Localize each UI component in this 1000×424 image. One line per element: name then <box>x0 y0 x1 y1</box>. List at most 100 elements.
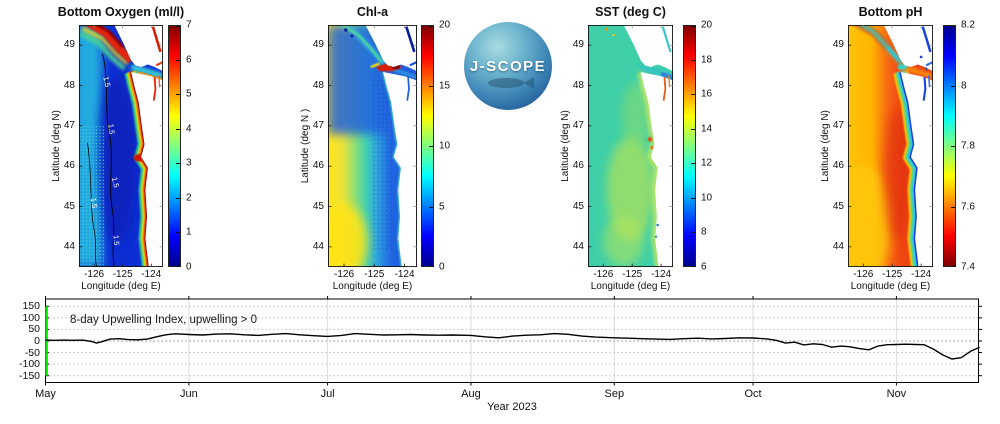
lat-tick-label: 49 <box>572 39 584 51</box>
colorbar-tick-label: 7.8 <box>961 140 975 152</box>
fish-silhouette-icon <box>487 76 534 89</box>
colorbar-tick-label: 8 <box>961 80 967 91</box>
map-plot-bottom-oxygen: 1.5 1.5 1.5 1.5 1.5 <box>73 18 164 268</box>
colorbar-tick-label: 0 <box>439 261 445 273</box>
colorbar-tick <box>429 206 433 208</box>
lat-tick-label: 47 <box>572 119 584 131</box>
colorbar-tick-label: 10 <box>701 192 713 204</box>
lat-tick-label: 45 <box>63 200 75 212</box>
colorbar-tick-label: 5 <box>439 201 445 212</box>
colorbar-tick <box>176 94 180 96</box>
y-axis-label: Latitude (deg N) <box>51 110 62 182</box>
contour-label: 1.5 <box>106 123 116 134</box>
map-raster <box>317 18 418 281</box>
colorbar-tick <box>429 25 433 27</box>
contour-label: 1.5 <box>89 197 99 209</box>
colorbar-sst <box>683 25 696 267</box>
colorbar-tick <box>951 265 955 267</box>
colorbar-tick <box>176 25 180 27</box>
month-tick-label: Jun <box>179 388 198 400</box>
contour-label: 1.5 <box>110 176 121 188</box>
colorbar-tick <box>176 232 180 234</box>
lon-tick-label: -126 <box>853 269 874 280</box>
colorbar-tick-label: 20 <box>701 19 713 31</box>
lat-tick-label: 44 <box>832 240 844 252</box>
month-tick-label: Aug <box>461 388 481 400</box>
lat-tick-label: 46 <box>832 160 844 172</box>
lat-tick-label: 48 <box>63 79 75 91</box>
lon-tick-label: -126 <box>84 269 105 280</box>
lat-tick-label: 44 <box>312 240 324 252</box>
colorbar-tick <box>951 206 955 208</box>
colorbar-tick-label: 7.6 <box>961 201 975 212</box>
colorbar-tick <box>176 59 180 61</box>
map-raster <box>836 18 934 286</box>
y-axis-label: Latitude (deg N) <box>560 110 571 182</box>
colorbar-tick-label: 5 <box>186 88 192 100</box>
lat-tick-label: 46 <box>63 160 75 172</box>
upwelling-chart <box>45 296 982 386</box>
colorbar-tick <box>176 128 180 130</box>
y-axis-label: Latitude (deg N) <box>820 110 831 182</box>
contour-label: 1.5 <box>111 235 121 246</box>
colorbar-tick <box>951 146 955 147</box>
map-plot-chl-a <box>317 18 418 281</box>
colorbar-tick <box>951 25 955 27</box>
lon-tick-label: -124 <box>141 269 162 280</box>
colorbar-bottom-oxygen <box>168 25 181 267</box>
lat-tick-label: 47 <box>832 119 844 131</box>
colorbar-tick <box>691 232 695 234</box>
lat-tick-label: 46 <box>312 160 324 172</box>
map-raster <box>587 24 674 268</box>
upwelling-plot-area <box>44 296 986 388</box>
upwelling-y-tick-label: 100 <box>22 311 40 324</box>
month-tick-label: Oct <box>744 388 762 400</box>
colorbar-tick-label: 6 <box>701 261 707 273</box>
lon-tick-label: -125 <box>622 269 643 280</box>
lon-tick-label: -124 <box>394 269 415 280</box>
jscope-logo: J-SCOPE <box>464 22 552 110</box>
map-plot-bottom-ph <box>836 18 934 286</box>
upwelling-y-tick-label: -150 <box>18 369 40 382</box>
lon-tick-label: -124 <box>651 269 672 280</box>
upwelling-y-tick-label: 0 <box>34 335 40 347</box>
x-axis-label: Longitude (deg E) <box>81 281 161 292</box>
colorbar-tick <box>176 265 180 267</box>
colorbar-tick <box>429 146 433 147</box>
lat-tick-label: 49 <box>832 39 844 51</box>
map-title-chl-a: Chl-a <box>356 5 389 19</box>
map-title-bottom-oxygen: Bottom Oxygen (ml/l) <box>57 5 185 19</box>
lat-tick-label: 45 <box>572 200 584 212</box>
upwelling-annotation: 8-day Upwelling Index, upwelling > 0 <box>70 314 257 326</box>
timeseries-x-axis-label: Year 2023 <box>487 401 537 413</box>
colorbar-tick <box>951 85 955 87</box>
x-axis-label: Longitude (deg E) <box>332 281 413 292</box>
colorbar-tick-label: 6 <box>186 54 192 66</box>
upwelling-y-tick-label: 150 <box>22 300 40 313</box>
upwelling-index-line <box>45 332 980 360</box>
colorbar-tick-label: 2 <box>186 192 192 204</box>
y-axis-label: Latitude (deg N ) <box>300 108 311 184</box>
lat-tick-label: 44 <box>572 240 584 252</box>
colorbar-tick-label: 8.2 <box>961 19 975 31</box>
colorbar-tick-label: 7 <box>186 19 192 31</box>
lat-tick-label: 48 <box>572 79 584 91</box>
colorbar-tick-label: 18 <box>701 54 713 66</box>
lat-tick-label: 46 <box>572 160 584 172</box>
colorbar-tick-label: 1 <box>186 226 192 238</box>
map-plot-sst <box>587 24 674 268</box>
lat-tick-label: 49 <box>63 39 75 51</box>
x-axis-label: Longitude (deg E) <box>850 281 931 292</box>
colorbar-tick <box>691 163 695 165</box>
lat-tick-label: 47 <box>63 119 75 131</box>
contour-label: 1.5 <box>101 76 112 88</box>
lon-tick-label: -125 <box>364 269 385 280</box>
month-tick-label: Sep <box>604 388 625 400</box>
colorbar-tick <box>176 163 180 165</box>
colorbar-tick <box>691 128 695 130</box>
colorbar-tick-label: 16 <box>701 88 713 100</box>
lat-tick-label: 45 <box>312 200 324 212</box>
colorbar-tick-label: 12 <box>701 157 713 169</box>
map-raster: 1.5 1.5 1.5 1.5 1.5 <box>73 18 164 268</box>
lon-tick-label: -125 <box>112 269 133 280</box>
